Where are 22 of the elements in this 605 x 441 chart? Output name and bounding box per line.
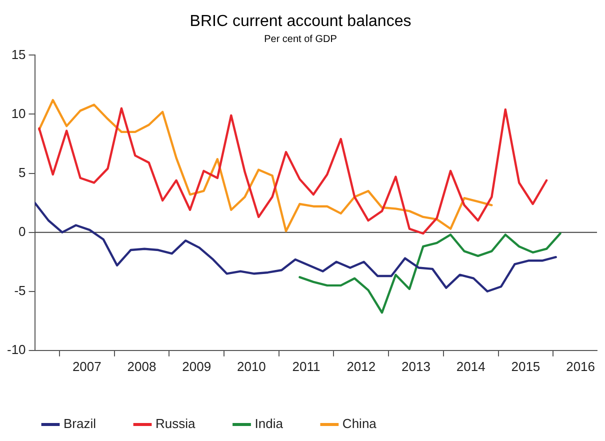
y-tick-label: 5 [18, 164, 26, 180]
x-tick-label: 2011 [292, 358, 320, 374]
chart-title: BRIC current account balances [190, 13, 412, 30]
y-tick-label: 15 [11, 46, 26, 62]
x-tick-label: 2014 [456, 358, 486, 374]
y-tick-label: 0 [18, 224, 26, 239]
x-tick-label: 2009 [182, 358, 212, 374]
x-tick-label: 2016 [566, 358, 596, 374]
chart-subtitle: Per cent of GDP [264, 34, 338, 45]
x-tick-label: 2013 [402, 358, 430, 374]
legend-label: Russia [156, 416, 196, 432]
x-tick-label: 2015 [511, 358, 540, 374]
x-tick-label: 2008 [127, 358, 156, 374]
y-tick-label: -5 [14, 282, 26, 298]
x-tick-label: 2010 [236, 358, 266, 374]
x-tick-label: 2012 [346, 358, 376, 374]
legend-label: China [342, 416, 378, 432]
legend-label: India [254, 416, 284, 432]
legend-label: Brazil [64, 416, 96, 432]
y-tick-label: 10 [11, 106, 26, 121]
y-tick-label: -10 [6, 342, 26, 357]
x-tick-label: 2007 [72, 358, 102, 374]
